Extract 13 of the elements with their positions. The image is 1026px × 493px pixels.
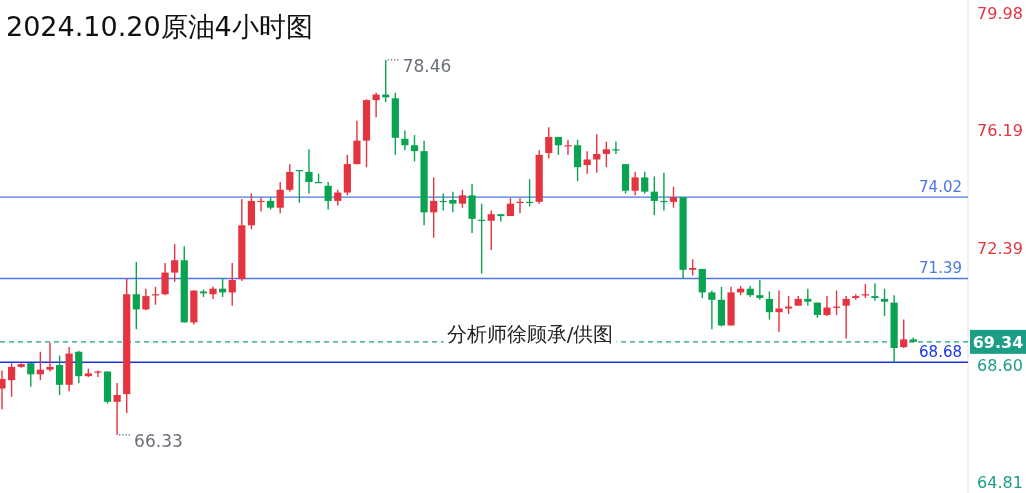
credit: 分析师徐顾承/供图 (443, 322, 617, 346)
y-tick-label: 79.98 (977, 3, 1023, 23)
y-tick-label: 72.39 (977, 238, 1023, 258)
ref-line-label: 69.34 (972, 332, 1024, 352)
chart-title: 2024.10.20原油4小时图 (6, 11, 313, 42)
annotation: 78.46 (402, 55, 452, 76)
y-tick-label: 68.60 (977, 355, 1023, 375)
y-tick-label: 64.81 (977, 472, 1023, 492)
y-tick-label: 76.19 (977, 121, 1023, 141)
ref-line-label: 71.39 (919, 259, 962, 278)
annotation: 66.33 (134, 430, 183, 451)
ref-line-label: 68.68 (919, 343, 962, 362)
ref-line-label: 74.02 (919, 178, 962, 197)
